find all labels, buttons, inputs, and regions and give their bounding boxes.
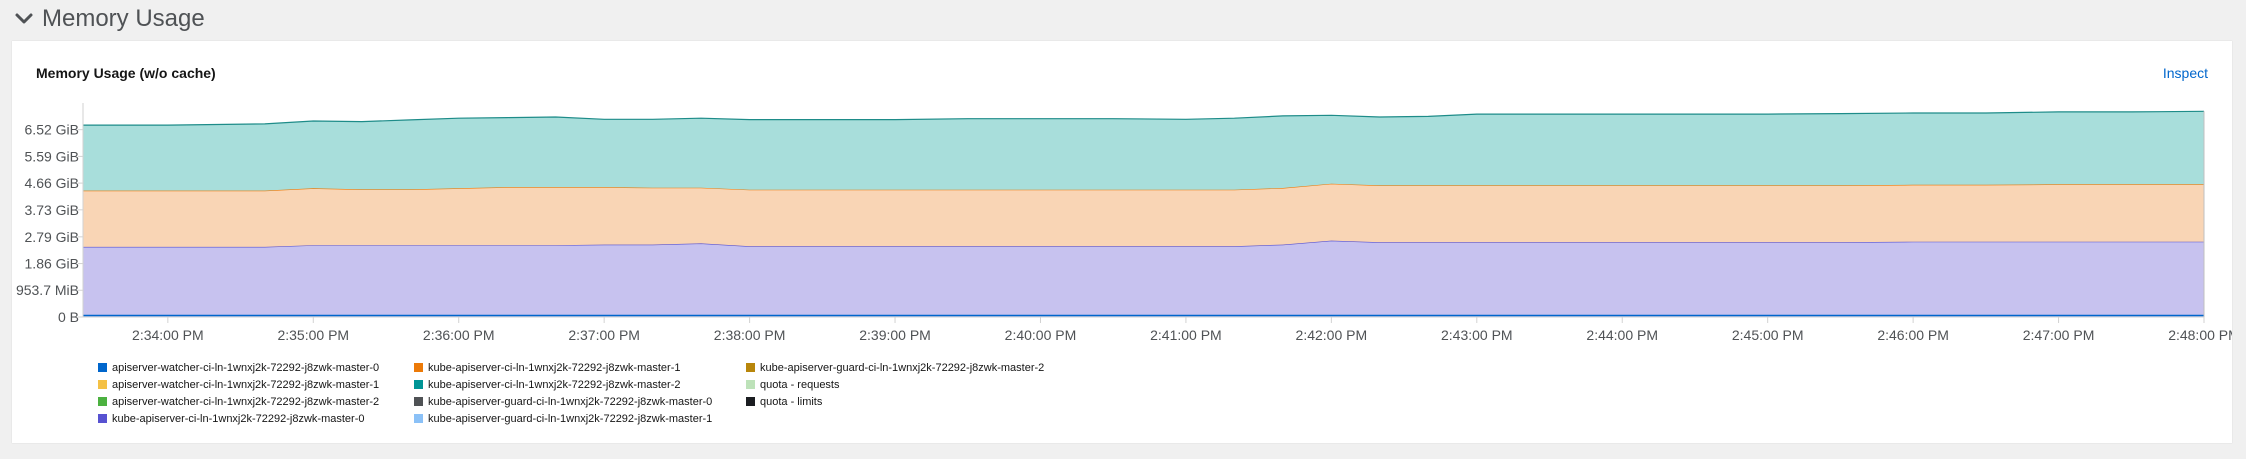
legend-label: quota - requests [760, 378, 840, 391]
legend-swatch [746, 363, 755, 372]
card-title: Memory Usage (w/o cache) [36, 65, 216, 81]
legend-swatch [414, 380, 423, 389]
axes [82, 103, 2204, 318]
legend-swatch [414, 414, 423, 423]
legend-label: kube-apiserver-ci-ln-1wnxj2k-72292-j8zwk… [428, 378, 681, 391]
legend-swatch [746, 397, 755, 406]
y-tick-label: 3.73 GiB [25, 202, 79, 218]
y-tick-label: 2.79 GiB [25, 229, 79, 245]
legend-label: quota - limits [760, 395, 823, 408]
x-tick-label: 2:39:00 PM [859, 327, 931, 343]
legend-label: kube-apiserver-guard-ci-ln-1wnxj2k-72292… [760, 361, 1045, 374]
legend-swatch [98, 414, 107, 423]
legend-label: kube-apiserver-ci-ln-1wnxj2k-72292-j8zwk… [428, 361, 681, 374]
legend-swatch [414, 363, 423, 372]
x-tick-label: 2:36:00 PM [423, 327, 495, 343]
legend-swatch [98, 363, 107, 372]
y-tick-label: 6.52 GiB [25, 122, 79, 138]
area-series [83, 110, 2205, 317]
chevron-down-icon[interactable] [14, 9, 34, 29]
legend-item[interactable]: kube-apiserver-ci-ln-1wnxj2k-72292-j8zwk… [414, 359, 746, 376]
legend-label: kube-apiserver-ci-ln-1wnxj2k-72292-j8zwk… [112, 412, 365, 425]
area-series-1 [83, 240, 2204, 317]
x-tick-label: 2:47:00 PM [2023, 327, 2095, 343]
legend-item[interactable]: apiserver-watcher-ci-ln-1wnxj2k-72292-j8… [98, 359, 414, 376]
section-header[interactable]: Memory Usage [14, 2, 205, 36]
legend-label: apiserver-watcher-ci-ln-1wnxj2k-72292-j8… [112, 378, 380, 391]
area-series-2 [83, 183, 2204, 247]
y-tick-label: 5.59 GiB [25, 148, 79, 164]
x-tick-label: 2:48:00 PM [2168, 327, 2232, 343]
x-tick-label: 2:45:00 PM [1732, 327, 1804, 343]
y-tick-label: 0 B [58, 309, 79, 325]
section-title: Memory Usage [42, 5, 205, 32]
legend-label: kube-apiserver-guard-ci-ln-1wnxj2k-72292… [428, 412, 713, 425]
legend-item[interactable]: kube-apiserver-guard-ci-ln-1wnxj2k-72292… [414, 410, 746, 427]
y-tick-label: 953.7 MiB [16, 282, 79, 298]
y-tick-label: 1.86 GiB [25, 256, 79, 272]
series-line-3 [83, 110, 2205, 126]
x-tick-label: 2:41:00 PM [1150, 327, 1222, 343]
legend-item[interactable]: kube-apiserver-ci-ln-1wnxj2k-72292-j8zwk… [98, 410, 414, 427]
legend-label: apiserver-watcher-ci-ln-1wnxj2k-72292-j8… [112, 361, 380, 374]
x-tick-label: 2:40:00 PM [1005, 327, 1077, 343]
legend-swatch [746, 380, 755, 389]
legend-swatch [414, 397, 423, 406]
x-tick-label: 2:34:00 PM [132, 327, 204, 343]
x-tick-label: 2:44:00 PM [1586, 327, 1658, 343]
legend-label: kube-apiserver-guard-ci-ln-1wnxj2k-72292… [428, 395, 713, 408]
x-axis-ticks: 2:34:00 PM 2:35:00 PM 2:36:00 PM 2:37:00 PM… [132, 317, 2232, 343]
memory-usage-chart: 6.52 GiB 5.59 GiB 4.66 GiB 3.73 GiB 2.79 GiB… [16, 103, 2232, 343]
x-tick-label: 2:37:00 PM [568, 327, 640, 343]
x-tick-label: 2:38:00 PM [714, 327, 786, 343]
x-tick-label: 2:42:00 PM [1296, 327, 1368, 343]
x-tick-label: 2:46:00 PM [1877, 327, 1949, 343]
legend-item[interactable]: quota - limits [746, 393, 1086, 410]
area-series-3 [83, 111, 2204, 191]
memory-usage-card: Memory Usage (w/o cache) Inspect 6.52 Gi… [12, 41, 2232, 443]
legend-swatch [98, 397, 107, 406]
legend-item[interactable]: kube-apiserver-ci-ln-1wnxj2k-72292-j8zwk… [414, 376, 746, 393]
x-tick-label: 2:35:00 PM [277, 327, 349, 343]
legend-item[interactable]: kube-apiserver-guard-ci-ln-1wnxj2k-72292… [414, 393, 746, 410]
legend-swatch [98, 380, 107, 389]
chart-legend: apiserver-watcher-ci-ln-1wnxj2k-72292-j8… [98, 359, 1086, 427]
x-tick-label: 2:43:00 PM [1441, 327, 1513, 343]
legend-item[interactable]: apiserver-watcher-ci-ln-1wnxj2k-72292-j8… [98, 393, 414, 410]
legend-item[interactable]: kube-apiserver-guard-ci-ln-1wnxj2k-72292… [746, 359, 1086, 376]
y-tick-label: 4.66 GiB [25, 175, 79, 191]
legend-label: apiserver-watcher-ci-ln-1wnxj2k-72292-j8… [112, 395, 380, 408]
inspect-link[interactable]: Inspect [2162, 65, 2208, 81]
legend-item[interactable]: quota - requests [746, 376, 1086, 393]
legend-item[interactable]: apiserver-watcher-ci-ln-1wnxj2k-72292-j8… [98, 376, 414, 393]
y-axis-ticks: 6.52 GiB 5.59 GiB 4.66 GiB 3.73 GiB 2.79 GiB… [16, 122, 83, 325]
